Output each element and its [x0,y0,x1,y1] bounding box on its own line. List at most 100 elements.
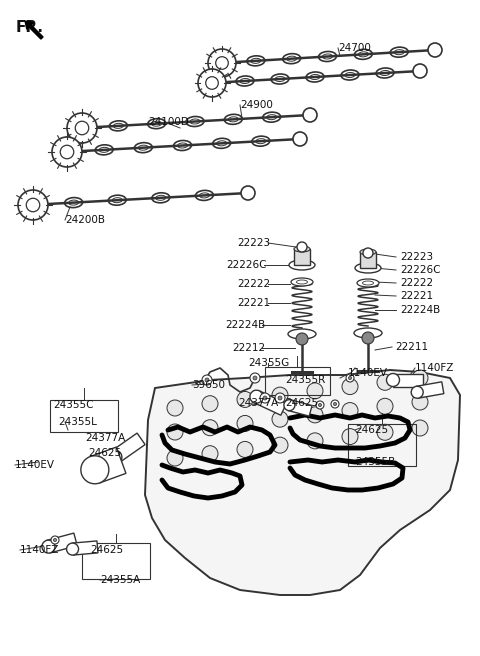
Circle shape [211,54,229,72]
Text: 22222: 22222 [237,279,270,289]
Circle shape [284,400,295,411]
Circle shape [202,420,218,436]
Circle shape [67,543,79,555]
Text: 22224B: 22224B [225,320,265,330]
Text: 22222: 22222 [400,278,433,288]
Ellipse shape [294,246,310,252]
Circle shape [316,401,324,409]
Text: 24355C: 24355C [53,400,94,410]
Ellipse shape [354,328,382,338]
Text: 39650: 39650 [192,380,225,390]
Text: 24625: 24625 [90,545,123,555]
Circle shape [205,378,209,382]
Circle shape [386,373,399,386]
Ellipse shape [288,329,316,339]
Circle shape [53,539,57,542]
Circle shape [411,386,423,398]
Text: 22221: 22221 [400,291,433,301]
Circle shape [377,375,393,390]
Circle shape [348,377,351,380]
Text: 24625: 24625 [285,398,318,408]
Text: 22221: 22221 [237,298,270,308]
Text: 22226C: 22226C [400,265,441,275]
Circle shape [260,393,270,403]
Text: 24900: 24900 [240,100,273,110]
Text: 22224B: 22224B [400,305,440,315]
Bar [111,433,145,463]
Circle shape [342,403,358,419]
Circle shape [272,387,288,403]
Circle shape [342,428,358,445]
Text: 1140EV: 1140EV [15,460,55,470]
Circle shape [56,143,74,161]
Bar [72,541,98,555]
Text: 1140FZ: 1140FZ [20,545,60,555]
Circle shape [208,49,236,77]
Circle shape [21,196,39,214]
Bar [90,447,126,483]
Circle shape [307,407,323,423]
Circle shape [263,396,267,400]
Circle shape [202,396,218,412]
Bar [47,533,77,553]
Ellipse shape [291,278,313,286]
Text: 22226C: 22226C [227,260,267,270]
Text: 24625: 24625 [355,425,388,435]
Circle shape [334,402,336,405]
Bar [294,249,310,265]
Circle shape [278,396,282,400]
Text: 22223: 22223 [237,238,270,248]
Circle shape [198,69,226,97]
Bar [265,367,330,395]
Text: 1140FZ: 1140FZ [415,363,455,373]
Circle shape [71,119,89,137]
Ellipse shape [360,249,376,255]
Circle shape [250,373,260,383]
Circle shape [296,333,308,345]
Bar [253,391,287,415]
Circle shape [206,77,218,89]
Circle shape [237,415,253,432]
Circle shape [42,540,55,553]
Text: 24355R: 24355R [285,375,325,385]
Text: 22212: 22212 [232,343,265,353]
Bar [416,382,444,398]
Circle shape [363,248,373,258]
Circle shape [272,437,288,453]
Text: 24625: 24625 [88,448,121,458]
Circle shape [167,450,183,466]
Circle shape [412,420,428,436]
Ellipse shape [357,279,379,287]
Text: 24100D: 24100D [148,117,189,127]
Circle shape [303,108,317,122]
Circle shape [346,374,354,382]
Circle shape [331,400,339,408]
Text: 24200B: 24200B [65,215,105,225]
Polygon shape [145,370,460,595]
Text: 24377A: 24377A [238,398,278,408]
Circle shape [377,398,393,415]
Circle shape [18,190,48,220]
Ellipse shape [355,263,381,273]
Circle shape [297,242,307,252]
Ellipse shape [289,260,315,270]
Text: 22211: 22211 [395,342,428,352]
Circle shape [67,113,97,143]
Circle shape [202,445,218,462]
Circle shape [26,198,40,212]
Circle shape [237,392,253,407]
Circle shape [216,56,228,70]
Circle shape [202,375,212,385]
Circle shape [272,411,288,427]
Circle shape [412,394,428,410]
Circle shape [167,424,183,440]
Circle shape [52,137,82,167]
Text: 24377A: 24377A [85,433,125,443]
Circle shape [307,383,323,399]
Bar [288,400,312,416]
Text: 24700: 24700 [338,43,371,53]
Circle shape [293,132,307,146]
Circle shape [81,456,109,483]
Text: 1140EV: 1140EV [348,368,388,378]
Circle shape [167,400,183,416]
